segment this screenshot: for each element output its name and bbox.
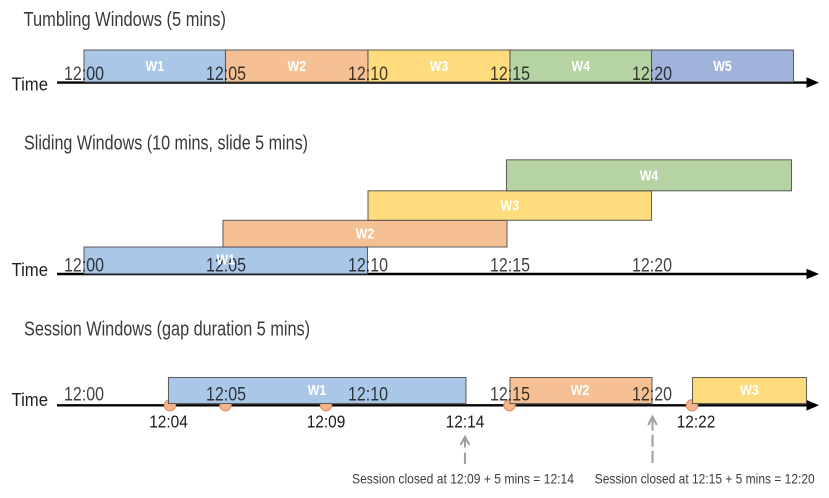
svg-text:12:20: 12:20 — [632, 384, 672, 405]
svg-text:W2: W2 — [288, 59, 307, 75]
svg-text:Session closed at 12:09 + 5 mi: Session closed at 12:09 + 5 mins = 12:14 — [352, 471, 574, 487]
svg-text:W1: W1 — [217, 253, 236, 269]
svg-text:W4: W4 — [640, 168, 659, 184]
svg-text:W3: W3 — [740, 383, 759, 399]
svg-text:Time: Time — [12, 74, 49, 95]
svg-text:Tumbling Windows (5 mins): Tumbling Windows (5 mins) — [24, 9, 227, 31]
svg-text:12:14: 12:14 — [446, 411, 485, 431]
svg-text:Time: Time — [12, 389, 49, 410]
svg-text:W1: W1 — [146, 59, 165, 75]
svg-text:12:09: 12:09 — [307, 411, 346, 431]
svg-text:12:20: 12:20 — [632, 255, 672, 276]
svg-text:W1: W1 — [308, 383, 327, 399]
svg-text:W3: W3 — [430, 59, 449, 75]
svg-text:12:20: 12:20 — [632, 64, 672, 85]
svg-text:12:15: 12:15 — [490, 384, 530, 405]
svg-text:Sliding Windows (10 mins, slid: Sliding Windows (10 mins, slide 5 mins) — [24, 132, 308, 154]
svg-text:Time: Time — [12, 259, 49, 280]
svg-text:12:00: 12:00 — [64, 384, 104, 405]
svg-text:12:05: 12:05 — [206, 64, 246, 85]
svg-text:12:10: 12:10 — [348, 384, 388, 405]
svg-text:12:22: 12:22 — [677, 411, 716, 431]
svg-text:12:15: 12:15 — [490, 255, 530, 276]
svg-text:12:05: 12:05 — [206, 255, 246, 276]
svg-text:Session closed at 12:15 + 5 mi: Session closed at 12:15 + 5 mins = 12:20 — [595, 471, 815, 487]
svg-text:Session Windows (gap duration: Session Windows (gap duration 5 mins) — [24, 319, 310, 341]
svg-text:12:00: 12:00 — [64, 64, 104, 85]
svg-text:12:00: 12:00 — [64, 255, 104, 276]
svg-text:12:15: 12:15 — [490, 64, 530, 85]
svg-text:12:10: 12:10 — [348, 64, 388, 85]
svg-text:W2: W2 — [571, 383, 590, 399]
svg-text:12:05: 12:05 — [206, 384, 246, 405]
svg-text:W3: W3 — [501, 199, 520, 215]
svg-text:12:10: 12:10 — [348, 255, 388, 276]
svg-text:W4: W4 — [572, 59, 591, 75]
svg-text:W5: W5 — [713, 59, 732, 75]
svg-text:12:04: 12:04 — [149, 411, 188, 431]
svg-text:W2: W2 — [356, 226, 375, 242]
